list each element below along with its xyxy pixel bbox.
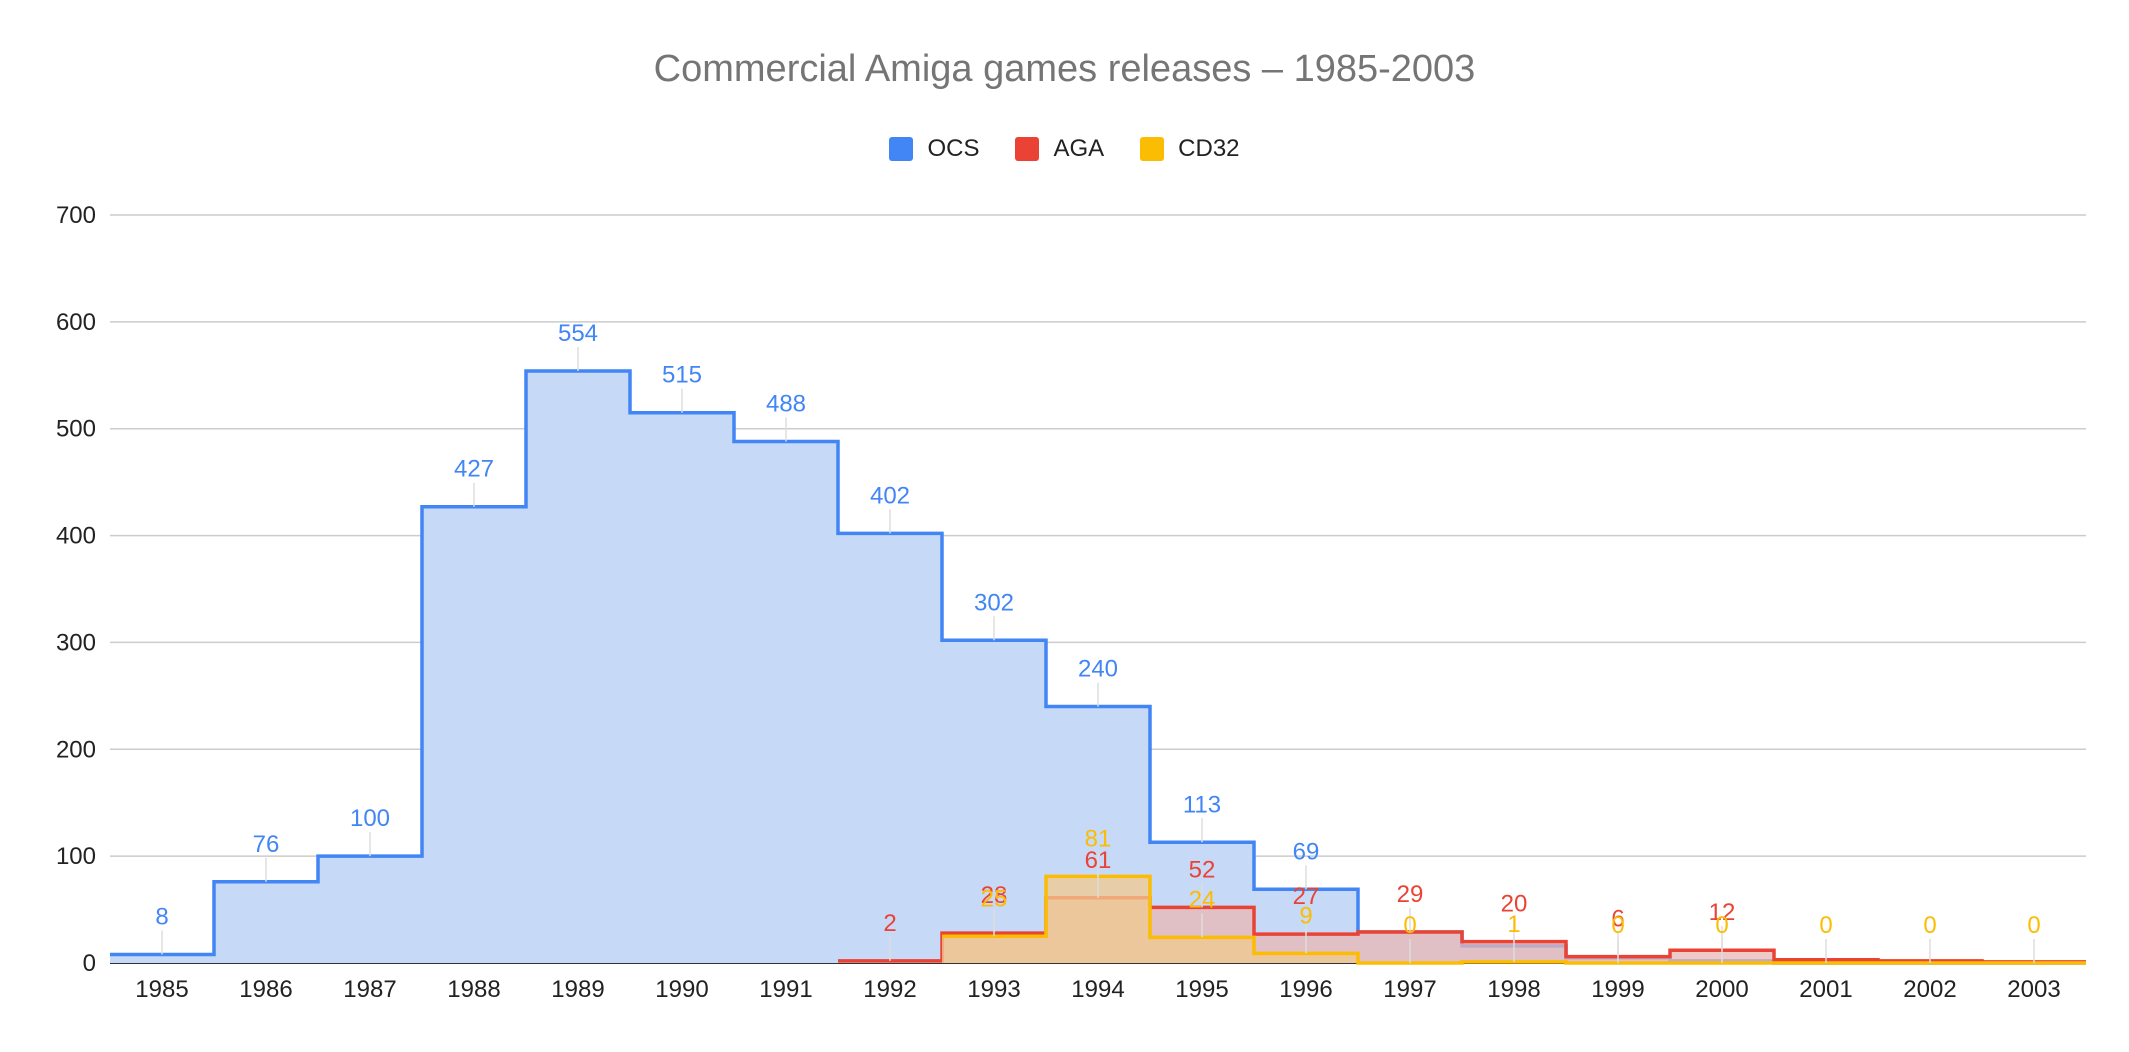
data-label-ocs: 8 <box>155 903 168 930</box>
x-tick-label: 1993 <box>967 976 1020 1003</box>
legend-label-ocs: OCS <box>927 135 980 162</box>
x-tick-label: 2003 <box>2007 976 2060 1003</box>
data-label-ocs: 69 <box>1293 838 1320 865</box>
x-tick-label: 2000 <box>1695 976 1748 1003</box>
y-tick-label: 100 <box>56 843 96 870</box>
data-label-aga: 12 <box>1709 899 1736 926</box>
y-tick-label: 700 <box>56 202 96 229</box>
legend-swatch-cd32 <box>1140 137 1165 161</box>
area-ocs <box>110 371 2086 963</box>
area-cd32 <box>942 876 2086 963</box>
y-tick-label: 200 <box>56 736 96 763</box>
data-label-ocs: 100 <box>350 805 390 832</box>
data-label-cd32: 1 <box>1507 911 1520 938</box>
x-tick-label: 1991 <box>759 976 812 1003</box>
x-tick-label: 2002 <box>1903 976 1956 1003</box>
chart-title: Commercial Amiga games releases – 1985-2… <box>653 48 1476 90</box>
x-tick-label: 1990 <box>655 976 708 1003</box>
x-tick-label: 1998 <box>1487 976 1540 1003</box>
data-label-ocs: 402 <box>870 482 910 509</box>
x-tick-label: 1996 <box>1279 976 1332 1003</box>
legend-label-aga: AGA <box>1053 135 1105 162</box>
legend-item-cd32[interactable]: CD32 <box>1140 135 1240 163</box>
legend-swatch-ocs <box>889 137 914 161</box>
data-label-cd32: 24 <box>1189 886 1216 913</box>
y-tick-label: 600 <box>56 309 96 336</box>
data-label-aga: 29 <box>1397 881 1424 908</box>
x-tick-label: 1999 <box>1591 976 1644 1003</box>
x-tick-label: 1992 <box>863 976 916 1003</box>
data-label-cd32: 25 <box>981 885 1008 912</box>
data-label-aga: 2 <box>883 910 896 937</box>
data-label-aga: 28 <box>981 882 1008 909</box>
x-tick-label: 1987 <box>343 976 396 1003</box>
data-label-ocs: 427 <box>454 456 494 483</box>
y-tick-label: 0 <box>83 950 96 977</box>
x-tick-label: 1995 <box>1175 976 1228 1003</box>
x-tick-label: 1989 <box>551 976 604 1003</box>
y-tick-label: 400 <box>56 523 96 550</box>
legend-label-cd32: CD32 <box>1178 135 1240 162</box>
data-label-ocs: 76 <box>253 831 280 858</box>
y-tick-label: 500 <box>56 416 96 443</box>
data-label-aga: 52 <box>1189 856 1216 883</box>
data-label-aga: 20 <box>1501 891 1528 918</box>
data-label-cd32: 0 <box>1819 912 1832 939</box>
data-label-cd32: 0 <box>2027 912 2040 939</box>
data-label-ocs: 302 <box>974 589 1014 616</box>
data-label-cd32: 81 <box>1085 825 1112 852</box>
data-label-cd32: 0 <box>1923 912 1936 939</box>
x-tick-label: 1986 <box>239 976 292 1003</box>
y-tick-label: 300 <box>56 629 96 656</box>
x-tick-label: 1985 <box>135 976 188 1003</box>
legend-item-aga[interactable]: AGA <box>1015 135 1104 163</box>
legend-item-ocs[interactable]: OCS <box>889 135 979 163</box>
data-label-ocs: 554 <box>558 320 598 347</box>
data-label-ocs: 515 <box>662 362 702 389</box>
data-label-aga: 27 <box>1293 883 1320 910</box>
data-label-cd32: 0 <box>1715 912 1728 939</box>
data-label-cd32: 0 <box>1611 912 1624 939</box>
x-tick-label: 1994 <box>1071 976 1124 1003</box>
x-tick-label: 1988 <box>447 976 500 1003</box>
data-label-ocs: 240 <box>1078 656 1118 683</box>
legend: OCS AGA CD32 <box>0 135 2129 163</box>
data-label-ocs: 113 <box>1183 791 1221 818</box>
data-label-cd32: 0 <box>1403 912 1416 939</box>
data-label-cd32: 9 <box>1299 902 1312 929</box>
legend-swatch-aga <box>1015 137 1040 161</box>
data-label-aga: 6 <box>1611 906 1624 933</box>
data-label-ocs: 488 <box>766 391 806 418</box>
x-tick-label: 1997 <box>1383 976 1436 1003</box>
x-tick-label: 2001 <box>1799 976 1852 1003</box>
